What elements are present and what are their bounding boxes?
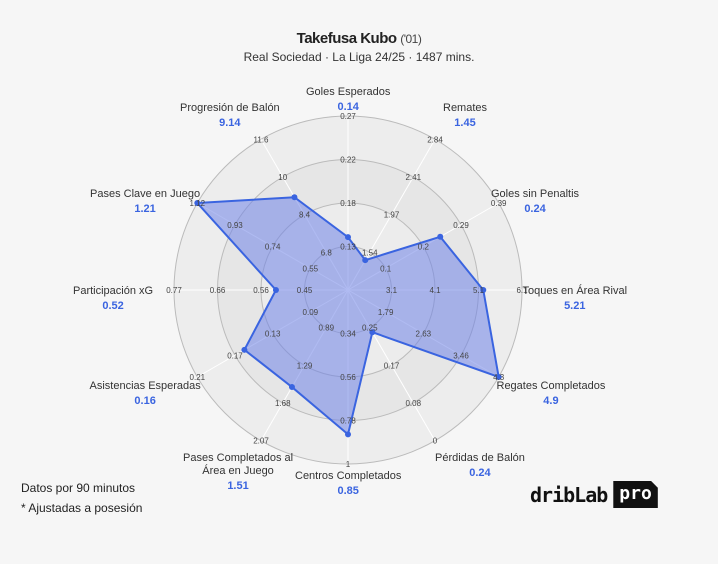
svg-text:0.89: 0.89 (318, 324, 334, 333)
svg-text:3.1: 3.1 (386, 286, 398, 295)
svg-text:0.09: 0.09 (303, 308, 319, 317)
axis-value: 0.14 (337, 101, 359, 113)
svg-text:8.4: 8.4 (299, 211, 311, 220)
chart-subtitle: Real Sociedad · La Liga 24/25 · 1487 min… (243, 50, 475, 64)
svg-text:1.79: 1.79 (378, 308, 394, 317)
svg-text:0.17: 0.17 (227, 351, 243, 360)
svg-text:1.97: 1.97 (384, 211, 400, 220)
axis-value: 0.16 (134, 395, 156, 407)
svg-text:0.18: 0.18 (340, 199, 356, 208)
logo-text: dribLab (530, 482, 608, 507)
svg-text:0.17: 0.17 (384, 361, 400, 370)
svg-text:0.66: 0.66 (210, 286, 226, 295)
axis-label: Progresión de Balón 9.14 (180, 102, 280, 129)
axis-label: Regates Completados 4.9 (496, 380, 606, 407)
axis-label: Toques en Área Rival 5.21 (522, 285, 628, 312)
svg-text:0.22: 0.22 (340, 156, 356, 165)
svg-text:1.54: 1.54 (362, 248, 378, 257)
svg-text:0.56: 0.56 (253, 286, 269, 295)
svg-text:10: 10 (278, 173, 287, 182)
svg-text:0.29: 0.29 (453, 221, 469, 230)
svg-text:0.2: 0.2 (418, 243, 430, 252)
svg-text:1.29: 1.29 (297, 361, 313, 370)
axis-label: Pérdidas de Balón 0.24 (435, 452, 525, 479)
svg-text:2.41: 2.41 (405, 173, 421, 182)
svg-text:6.1: 6.1 (516, 286, 528, 295)
svg-text:4.3: 4.3 (493, 373, 505, 382)
chart-title: Takefusa Kubo ('01) (0, 30, 718, 47)
axis-label: Centros Completados 0.85 (295, 470, 402, 497)
svg-text:4.1: 4.1 (429, 286, 441, 295)
svg-text:11.6: 11.6 (254, 135, 270, 144)
axis-value: 1.45 (454, 117, 476, 129)
svg-text:3.46: 3.46 (453, 351, 469, 360)
axis-label: Participación xG 0.52 (73, 285, 154, 312)
axis-value: 9.14 (219, 117, 241, 129)
axis-value: 5.21 (564, 300, 586, 312)
svg-text:0.77: 0.77 (166, 286, 182, 295)
axis-value: 1.51 (227, 480, 249, 492)
svg-text:2.63: 2.63 (416, 330, 432, 339)
svg-text:0.39: 0.39 (491, 199, 507, 208)
svg-text:0.34: 0.34 (340, 330, 356, 339)
svg-text:1.12: 1.12 (190, 199, 206, 208)
axis-label: Pases Completados al Área en Juego 1.51 (183, 452, 294, 492)
svg-text:0.56: 0.56 (340, 373, 356, 382)
axis-value: 0.24 (469, 467, 491, 479)
svg-text:1.68: 1.68 (275, 399, 291, 408)
svg-text:1: 1 (346, 460, 351, 469)
axis-label: Asistencias Esperadas 0.16 (89, 380, 201, 407)
svg-text:0.25: 0.25 (362, 324, 378, 333)
svg-text:0.27: 0.27 (340, 112, 356, 121)
axis-value: 1.21 (134, 203, 156, 215)
per90-note: Datos por 90 minutos (21, 481, 136, 495)
svg-text:0.45: 0.45 (297, 286, 313, 295)
svg-text:5.1: 5.1 (473, 286, 485, 295)
driblab-logo: dribLab pro (530, 481, 658, 508)
possession-note: * Ajustadas a posesión (21, 501, 143, 515)
axis-label: Pases Clave en Juego 1.21 (90, 188, 201, 215)
axis-value: 0.24 (524, 203, 546, 215)
svg-text:0.93: 0.93 (227, 221, 243, 230)
axis-label: Remates 1.45 (443, 102, 488, 129)
axis-value: 0.52 (102, 300, 124, 312)
svg-text:0.13: 0.13 (340, 243, 356, 252)
axis-label: Goles sin Penaltis 0.24 (491, 188, 580, 215)
birth-year: ('01) (400, 32, 422, 46)
svg-text:2.84: 2.84 (427, 135, 443, 144)
axis-value: 4.9 (543, 395, 559, 407)
logo-badge: pro (613, 481, 658, 508)
svg-text:0.74: 0.74 (265, 243, 281, 252)
svg-text:6.8: 6.8 (321, 248, 333, 257)
svg-text:0.08: 0.08 (405, 399, 421, 408)
svg-text:0: 0 (433, 437, 438, 446)
svg-text:0.78: 0.78 (340, 417, 356, 426)
player-name: Takefusa Kubo (296, 30, 397, 47)
axis-label: Goles Esperados 0.14 (306, 86, 391, 113)
axis-value: 0.85 (337, 485, 359, 497)
svg-text:2.07: 2.07 (253, 437, 269, 446)
svg-text:0.13: 0.13 (265, 330, 281, 339)
svg-text:0.1: 0.1 (380, 264, 392, 273)
svg-text:0.21: 0.21 (190, 373, 206, 382)
svg-text:0.55: 0.55 (303, 264, 319, 273)
